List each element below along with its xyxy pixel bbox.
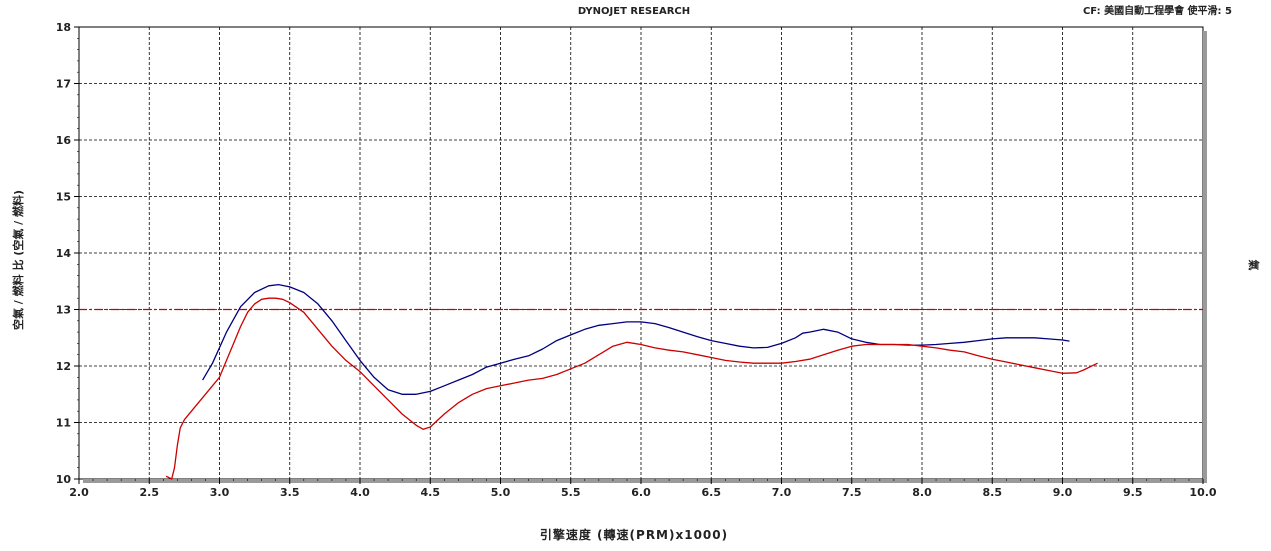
frame-shadow-bottom <box>83 479 1207 483</box>
y-axis-ticks: 10 11 12 13 14 15 16 17 18 <box>56 21 79 486</box>
x-tick-label: 5.0 <box>491 486 511 499</box>
plot-frame <box>78 26 1207 483</box>
y-tick-label: 12 <box>56 360 71 373</box>
x-tick-label: 9.5 <box>1123 486 1143 499</box>
x-tick-label: 7.5 <box>842 486 862 499</box>
y-tick-label: 18 <box>56 21 71 34</box>
y-tick-label: 14 <box>56 247 72 260</box>
x-tick-label: 6.0 <box>631 486 651 499</box>
series-line-red <box>165 297 1098 480</box>
x-axis-ticks: 2.0 2.5 3.0 3.5 4.0 4.5 5.0 5.5 6.0 6.5 7.0 7.5 8.0 8… <box>69 479 1217 499</box>
x-tick-label: 6.5 <box>702 486 722 499</box>
x-tick-label: 7.0 <box>772 486 792 499</box>
y-tick-label: 17 <box>56 78 71 91</box>
y-tick-label: 13 <box>56 304 71 317</box>
y-axis-label: 空氣 / 燃料 比 (空氣 / 燃料) <box>11 190 25 330</box>
series-lines <box>165 283 1098 480</box>
x-tick-label: 4.0 <box>350 486 370 499</box>
x-tick-label: 9.0 <box>1053 486 1073 499</box>
x-tick-label: 8.5 <box>983 486 1003 499</box>
y-tick-label: 10 <box>56 473 72 486</box>
frame-shadow-right <box>1203 31 1207 483</box>
correction-factor-label: CF: 美國自動工程學會 使平滑: 5 <box>1083 4 1232 17</box>
x-tick-label: 3.0 <box>210 486 230 499</box>
y-tick-label: 11 <box>56 417 71 430</box>
x-tick-label: 5.5 <box>561 486 581 499</box>
series-line-blue <box>202 283 1070 395</box>
right-side-label: 氣 <box>1247 260 1261 271</box>
y-tick-label: 16 <box>56 134 72 147</box>
x-tick-label: 8.0 <box>912 486 932 499</box>
x-tick-label: 2.5 <box>140 486 160 499</box>
x-axis-label: 引擎速度 (轉速(PRM)x1000) <box>540 527 728 542</box>
chart-header-title: DYNOJET RESEARCH <box>578 6 690 17</box>
y-tick-label: 15 <box>56 191 71 204</box>
x-tick-label: 2.0 <box>69 486 89 499</box>
x-tick-label: 4.5 <box>421 486 441 499</box>
x-tick-label: 10.0 <box>1189 486 1216 499</box>
x-tick-label: 3.5 <box>280 486 300 499</box>
